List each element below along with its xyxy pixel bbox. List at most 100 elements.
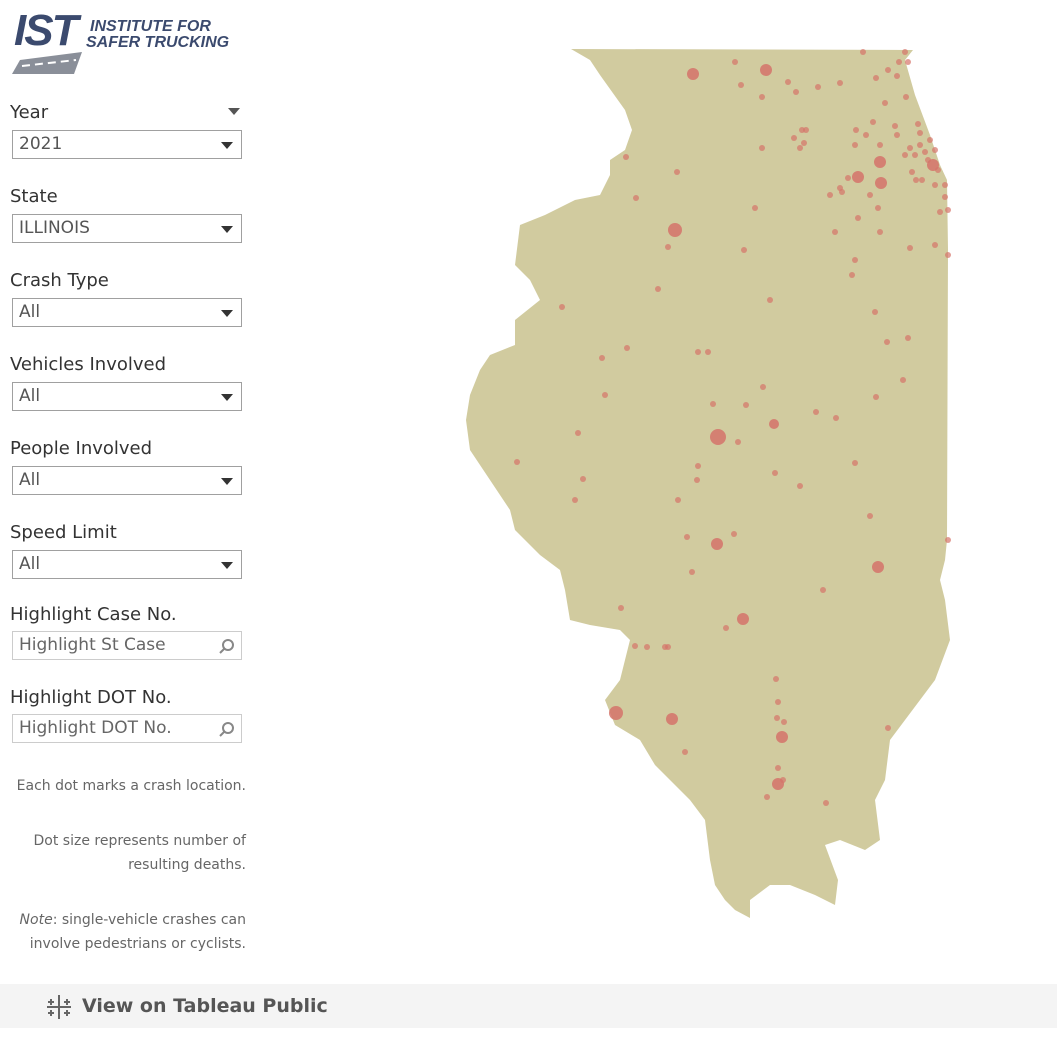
crash-dot[interactable]	[885, 67, 891, 73]
crash-dot[interactable]	[675, 497, 681, 503]
crash-dot[interactable]	[913, 177, 919, 183]
crash-dot[interactable]	[776, 731, 788, 743]
dropdown[interactable]: All	[12, 382, 242, 411]
crash-dot[interactable]	[867, 513, 873, 519]
crash-dot[interactable]	[855, 215, 861, 221]
crash-dot[interactable]	[902, 152, 908, 158]
crash-dot[interactable]	[791, 135, 797, 141]
crash-dot[interactable]	[668, 223, 682, 237]
dropdown[interactable]: ILLINOIS	[12, 214, 242, 243]
crash-dot[interactable]	[852, 257, 858, 263]
crash-dot[interactable]	[674, 169, 680, 175]
crash-dot[interactable]	[732, 59, 738, 65]
crash-dot[interactable]	[872, 309, 878, 315]
crash-dot[interactable]	[927, 137, 933, 143]
crash-dot[interactable]	[797, 483, 803, 489]
crash-dot[interactable]	[785, 79, 791, 85]
crash-dot[interactable]	[903, 94, 909, 100]
crash-dot[interactable]	[723, 625, 729, 631]
crash-dot[interactable]	[781, 719, 787, 725]
crash-dot[interactable]	[919, 177, 925, 183]
crash-dot[interactable]	[867, 192, 873, 198]
crash-dot[interactable]	[945, 207, 951, 213]
crash-dot[interactable]	[832, 229, 838, 235]
tableau-link[interactable]: View on Tableau Public	[82, 995, 328, 1017]
crash-dot[interactable]	[907, 245, 913, 251]
crash-dot[interactable]	[738, 82, 744, 88]
crash-dot[interactable]	[877, 142, 883, 148]
crash-dot[interactable]	[772, 470, 778, 476]
crash-dot[interactable]	[773, 676, 779, 682]
crash-dot[interactable]	[797, 145, 803, 151]
crash-dot[interactable]	[803, 127, 809, 133]
crash-dot[interactable]	[937, 209, 943, 215]
crash-dot[interactable]	[827, 192, 833, 198]
crash-dot[interactable]	[665, 644, 671, 650]
crash-dot[interactable]	[894, 132, 900, 138]
crash-dot[interactable]	[935, 167, 941, 173]
crash-dot[interactable]	[759, 145, 765, 151]
crash-dot[interactable]	[602, 392, 608, 398]
crash-dot[interactable]	[580, 476, 586, 482]
crash-dot[interactable]	[885, 725, 891, 731]
crash-dot[interactable]	[909, 169, 915, 175]
crash-dot[interactable]	[875, 205, 881, 211]
crash-dot[interactable]	[839, 189, 845, 195]
crash-dot[interactable]	[775, 699, 781, 705]
crash-dot[interactable]	[823, 800, 829, 806]
crash-dot[interactable]	[873, 394, 879, 400]
crash-dot[interactable]	[894, 73, 900, 79]
crash-dot[interactable]	[695, 349, 701, 355]
crash-dot[interactable]	[695, 463, 701, 469]
crash-dot[interactable]	[815, 84, 821, 90]
crash-dot[interactable]	[655, 286, 661, 292]
crash-dot[interactable]	[774, 715, 780, 721]
crash-dot[interactable]	[905, 335, 911, 341]
crash-dot[interactable]	[666, 713, 678, 725]
crash-dot[interactable]	[915, 121, 921, 127]
crash-dot[interactable]	[905, 59, 911, 65]
crash-dot[interactable]	[731, 531, 737, 537]
dropdown[interactable]: All	[12, 550, 242, 579]
crash-dot[interactable]	[942, 182, 948, 188]
crash-dot[interactable]	[769, 419, 779, 429]
crash-dot[interactable]	[875, 177, 887, 189]
crash-dot[interactable]	[705, 349, 711, 355]
crash-dot[interactable]	[775, 765, 781, 771]
crash-dot[interactable]	[863, 132, 869, 138]
crash-dot[interactable]	[710, 401, 716, 407]
crash-dot[interactable]	[682, 749, 688, 755]
crash-dot[interactable]	[743, 402, 749, 408]
crash-dot[interactable]	[710, 429, 726, 445]
crash-dot[interactable]	[687, 68, 699, 80]
crash-dot[interactable]	[665, 244, 671, 250]
crash-dot[interactable]	[689, 569, 695, 575]
crash-dot[interactable]	[852, 460, 858, 466]
crash-dot[interactable]	[624, 345, 630, 351]
crash-dot[interactable]	[752, 205, 758, 211]
crash-dot[interactable]	[599, 355, 605, 361]
crash-dot[interactable]	[917, 130, 923, 136]
crash-dot[interactable]	[849, 272, 855, 278]
crash-dot[interactable]	[907, 145, 913, 151]
crash-dot[interactable]	[572, 497, 578, 503]
crash-dot[interactable]	[760, 384, 766, 390]
crash-dot[interactable]	[741, 247, 747, 253]
search-box[interactable]: Highlight St Case	[12, 631, 242, 660]
crash-dot[interactable]	[872, 561, 884, 573]
crash-dot[interactable]	[873, 75, 879, 81]
crash-dot[interactable]	[860, 49, 866, 55]
crash-dot[interactable]	[852, 171, 864, 183]
crash-dot[interactable]	[902, 49, 908, 55]
crash-dot[interactable]	[942, 194, 948, 200]
crash-dot[interactable]	[900, 377, 906, 383]
crash-dot[interactable]	[684, 534, 690, 540]
crash-dot[interactable]	[896, 59, 902, 65]
dropdown[interactable]: All	[12, 298, 242, 327]
search-box[interactable]: Highlight DOT No.	[12, 714, 242, 743]
crash-dot[interactable]	[632, 643, 638, 649]
crash-dot[interactable]	[813, 409, 819, 415]
crash-dot[interactable]	[845, 175, 851, 181]
crash-dot[interactable]	[559, 304, 565, 310]
crash-dot[interactable]	[837, 80, 843, 86]
